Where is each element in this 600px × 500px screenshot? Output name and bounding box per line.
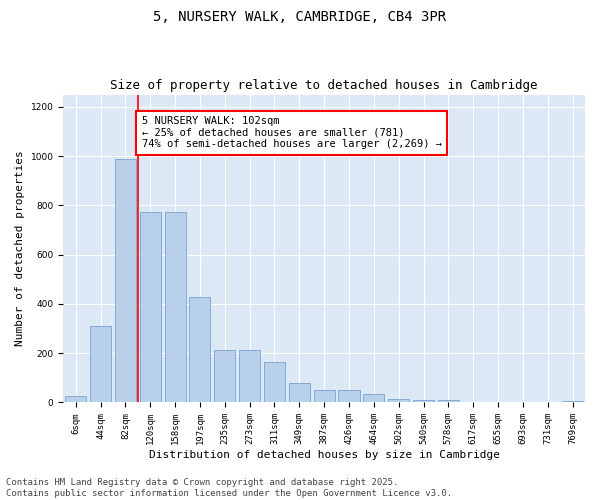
Text: 5 NURSERY WALK: 102sqm
← 25% of detached houses are smaller (781)
74% of semi-de: 5 NURSERY WALK: 102sqm ← 25% of detached… (142, 116, 442, 150)
Bar (65, 396, 86, 402)
Bar (289, 383, 310, 402)
Text: 5, NURSERY WALK, CAMBRIDGE, CB4 3PR: 5, NURSERY WALK, CAMBRIDGE, CB4 3PR (154, 10, 446, 24)
Bar (115, 158, 136, 402)
Bar (388, 399, 409, 402)
Bar (363, 394, 385, 402)
Bar (413, 400, 434, 402)
Bar (438, 400, 459, 402)
Text: Contains HM Land Registry data © Crown copyright and database right 2025.
Contai: Contains HM Land Registry data © Crown c… (6, 478, 452, 498)
Bar (314, 390, 335, 402)
Bar (264, 362, 285, 403)
Bar (338, 390, 359, 402)
Bar (214, 350, 235, 403)
Bar (140, 212, 161, 402)
Bar (164, 212, 185, 402)
X-axis label: Distribution of detached houses by size in Cambridge: Distribution of detached houses by size … (149, 450, 500, 460)
Bar (90, 326, 111, 402)
Y-axis label: Number of detached properties: Number of detached properties (15, 150, 25, 346)
Title: Size of property relative to detached houses in Cambridge: Size of property relative to detached ho… (110, 79, 538, 92)
Bar (190, 296, 211, 403)
Bar (562, 401, 583, 402)
Bar (239, 350, 260, 403)
